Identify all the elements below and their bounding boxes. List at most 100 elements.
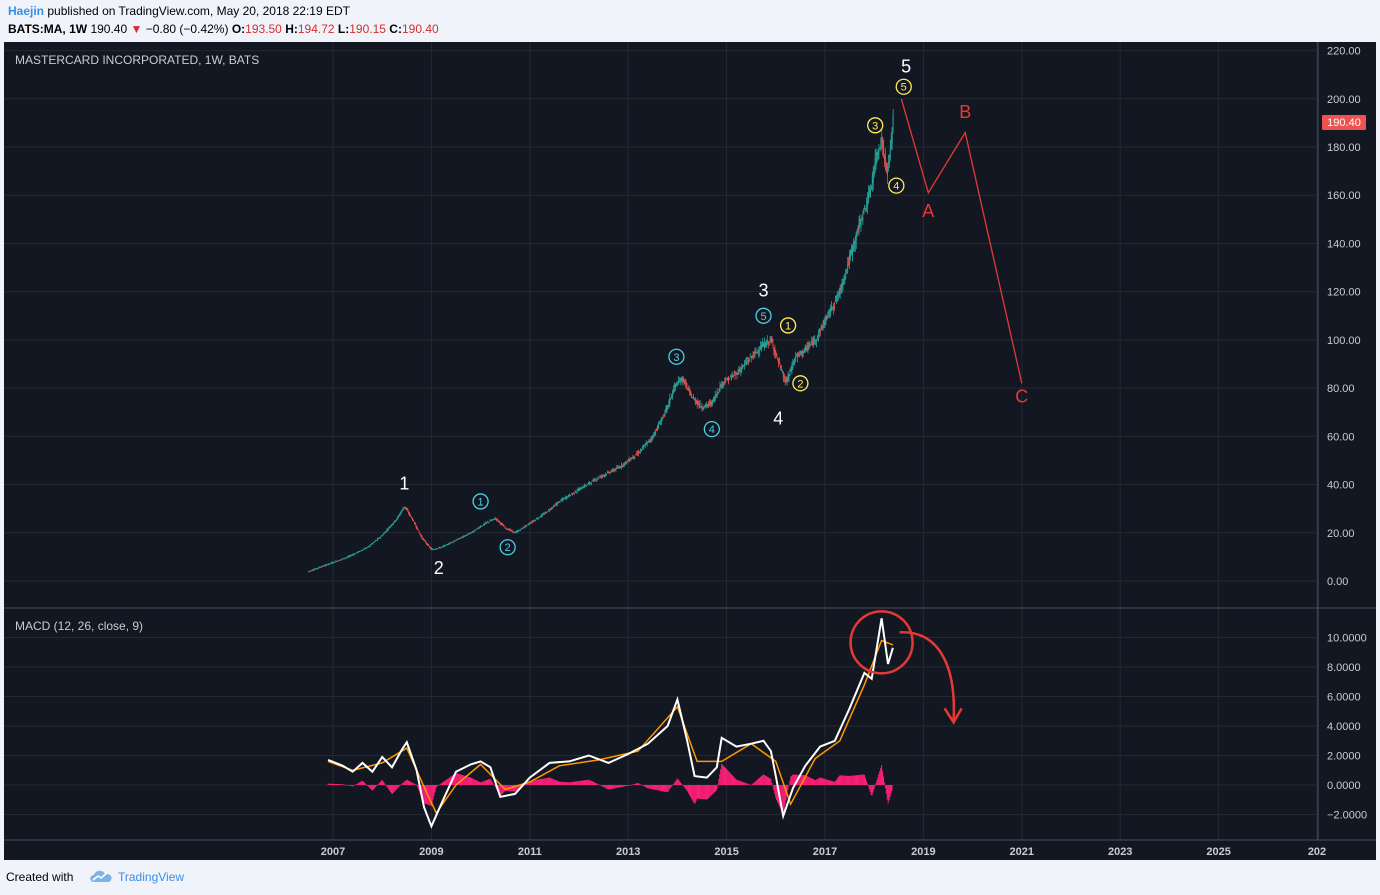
price-axis[interactable]: 220.00 200.00 180.00 160.00 140.00 120.00 100.… (1327, 46, 1361, 588)
macd-histogram-bar (584, 780, 586, 785)
candle-body (740, 368, 742, 372)
candle-body (854, 236, 856, 245)
tradingview-link[interactable]: TradingView (118, 870, 185, 884)
candle-body (681, 377, 683, 381)
macd-histogram-bar (422, 785, 424, 800)
macd-histogram-bar (891, 785, 893, 791)
candle-body (439, 547, 441, 549)
macd-histogram-bar (623, 785, 625, 787)
macd-histogram-bar (582, 780, 584, 785)
macd-histogram-bar (621, 785, 623, 787)
candle-body (703, 407, 705, 409)
macd-histogram-bar (850, 775, 852, 785)
macd-histogram-bar (607, 785, 609, 790)
macd-histogram-bar (824, 778, 826, 785)
price-tick-label: 140.00 (1327, 238, 1361, 250)
candle-body (479, 527, 481, 529)
macd-histogram-bar (804, 775, 806, 785)
macd-histogram-bar (381, 779, 383, 785)
macd-histogram-bar (737, 780, 739, 785)
candle-body (788, 374, 790, 378)
macd-histogram-bar (379, 782, 381, 785)
price-tick-label: 60.00 (1327, 431, 1355, 443)
candle-body (481, 526, 483, 527)
macd-histogram-bar (488, 779, 490, 785)
candle-body (804, 347, 806, 351)
candle-body (344, 557, 346, 559)
macd-histogram-bar (849, 775, 851, 785)
candle-body (746, 361, 748, 362)
macd-histogram-bar (431, 785, 433, 804)
candle-body (731, 375, 733, 378)
candle-body (581, 488, 583, 490)
macd-histogram-bar (706, 785, 708, 800)
chart-canvas[interactable]: MASTERCARD INCORPORATED, 1W, BATS MACD (… (0, 42, 1380, 860)
candle-body (421, 536, 423, 539)
macd-histogram-bar (890, 785, 892, 794)
macd-histogram-bar (881, 765, 883, 785)
macd-histogram-bar (748, 784, 750, 785)
price-change: −0.80 (−0.42%) (145, 22, 229, 36)
macd-histogram-bar (886, 785, 888, 800)
macd-histogram-bar (446, 779, 448, 785)
wave-label-minor-cyan: 5 (760, 311, 766, 323)
macd-histogram-bar (443, 781, 445, 785)
macd-histogram-bar (408, 780, 410, 785)
candle-body (892, 113, 894, 126)
macd-histogram-bar (721, 763, 723, 785)
macd-histogram-bar (836, 778, 838, 785)
wave-label-minor-yellow: 5 (901, 82, 907, 94)
candle-body (462, 536, 464, 538)
macd-histogram-bar (833, 781, 835, 785)
author-link[interactable]: Haejin (8, 4, 45, 18)
candle-body (633, 455, 635, 458)
candle-body (377, 537, 379, 540)
macd-histogram-bar (684, 785, 686, 788)
macd-axis[interactable]: 10.0000 8.0000 6.0000 4.0000 2.0000 0.0000 −2.… (1327, 633, 1367, 822)
candle-body (524, 525, 526, 528)
macd-histogram-bar (478, 781, 480, 785)
candle-body (352, 554, 354, 556)
candle-body (356, 552, 358, 554)
candle-body (759, 350, 761, 352)
candle-body (614, 469, 616, 471)
projection-label: C (1015, 387, 1028, 407)
candle-body (403, 507, 405, 509)
macd-tick-label: 10.0000 (1327, 633, 1367, 645)
macd-histogram-bar (436, 785, 438, 787)
wave-label-primary: 5 (901, 56, 911, 76)
macd-histogram-bar (639, 784, 641, 785)
macd-histogram-bar (337, 784, 339, 785)
macd-histogram-bar (592, 781, 594, 785)
candle-body (685, 381, 687, 388)
candle-body (875, 156, 877, 166)
macd-histogram-bar (864, 777, 866, 785)
macd-histogram-bar (580, 780, 582, 785)
candle-body (704, 405, 706, 408)
macd-histogram-bar (640, 784, 642, 786)
candle-body (785, 380, 787, 383)
time-axis[interactable]: 2007 2009 2011 2013 2015 2017 2019 2021 2023 2025… (321, 846, 1326, 858)
candle-body (426, 542, 428, 545)
candle-body (661, 417, 663, 420)
price-tick-label: 120.00 (1327, 287, 1361, 299)
macd-histogram-bar (406, 779, 408, 785)
macd-histogram-bar (669, 785, 671, 790)
candle-body (467, 533, 469, 535)
candle-body (792, 362, 794, 369)
candle-body (540, 515, 542, 517)
candle-body (784, 380, 786, 383)
macd-histogram-bar (360, 781, 362, 785)
macd-histogram-bar (819, 777, 821, 785)
macd-histogram-bar (537, 779, 539, 785)
macd-histogram-bar (342, 784, 344, 785)
candle-body (755, 350, 757, 354)
candle-body (354, 553, 356, 555)
candle-body (429, 547, 431, 549)
candle-body (739, 370, 741, 372)
candle-body (563, 498, 565, 500)
candle-body (474, 529, 476, 531)
candle-body (427, 543, 429, 546)
candle-body (798, 353, 800, 354)
macd-histogram-bar (473, 779, 475, 785)
